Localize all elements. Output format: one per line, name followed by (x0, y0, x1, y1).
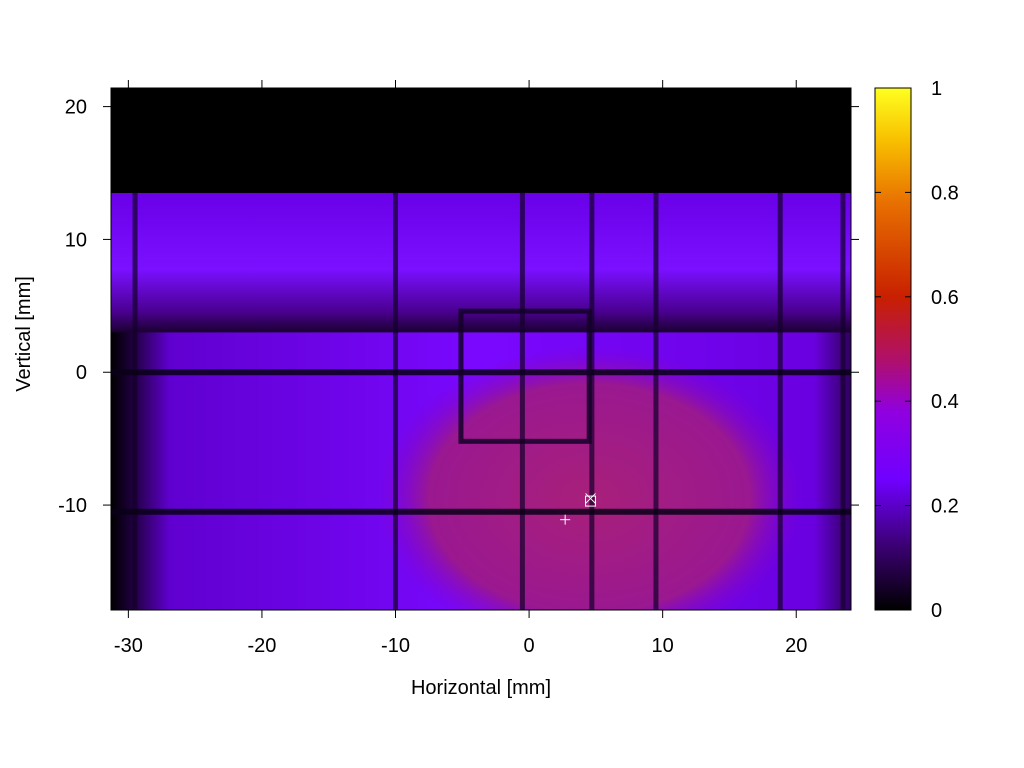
shadow-grid-lines (111, 192, 851, 610)
x-tick-label: 0 (524, 635, 535, 657)
y-tick-label: 0 (76, 362, 87, 384)
colorbar-tick-label: 0.6 (931, 287, 959, 309)
x-axis: -30 -20 -10 0 10 20 (114, 80, 807, 657)
markers (560, 493, 597, 525)
colorbar-tick-label: 0.8 (931, 182, 959, 204)
y-tick-label: 10 (65, 229, 87, 251)
plot-frame (110, 87, 852, 611)
y-axis-title: Vertical [mm] (13, 276, 35, 392)
marker-square (585, 495, 597, 507)
colorbar-tick-label: 1 (931, 78, 942, 100)
heatmap-central-spot (375, 345, 803, 610)
colorbar-tick-label: 0 (931, 600, 942, 622)
x-tick-label: 10 (652, 635, 674, 657)
colorbar (874, 87, 912, 611)
x-tick-label: -10 (381, 635, 410, 657)
x-tick-label: -20 (247, 635, 276, 657)
square-outline (458, 308, 592, 444)
colorbar-tick-label: 0.4 (931, 391, 959, 413)
y-tick-label: -10 (58, 495, 87, 517)
x-axis-title: Horizontal [mm] (411, 677, 551, 699)
marker-plus (560, 514, 571, 525)
y-axis: -10 0 10 20 (58, 97, 859, 517)
marker-cross (585, 493, 596, 504)
x-tick-label: 20 (785, 635, 807, 657)
plot-area (111, 88, 851, 610)
heatmap-dark-region (111, 88, 851, 193)
colorbar-tick-label: 0.2 (931, 496, 959, 518)
y-tick-label: 20 (65, 97, 87, 119)
colorbar-ticks: 0 0.2 0.4 0.6 0.8 1 (875, 78, 959, 622)
x-tick-label: -30 (114, 635, 143, 657)
